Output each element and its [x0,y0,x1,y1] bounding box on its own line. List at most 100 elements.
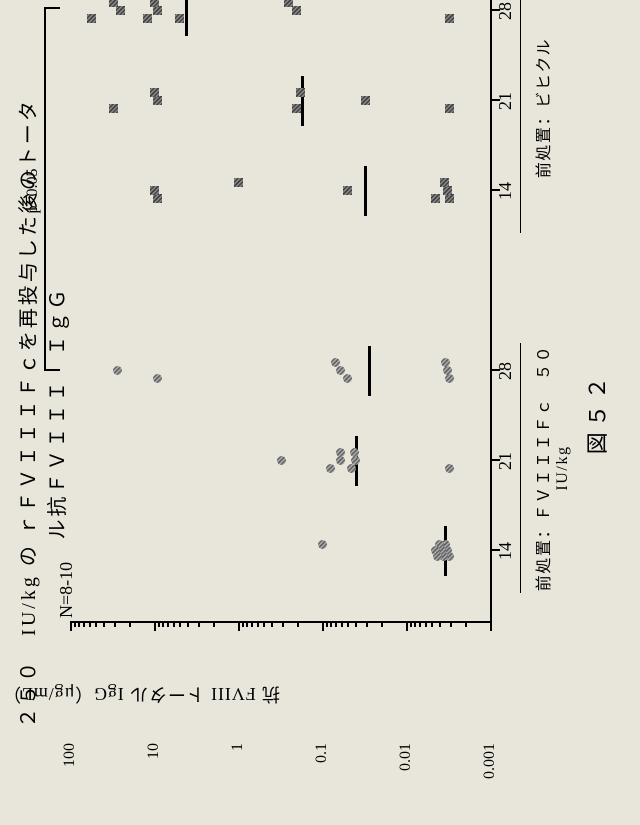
x-tick-label: 14 [495,536,516,566]
y-minor-tick [78,621,80,627]
point-treated [277,456,286,465]
y-minor-tick [167,621,169,627]
y-axis-title: 抗 FVIII トータル IgG（μg/mL） [2,682,280,708]
median-line [368,346,371,396]
point-vehicle [234,178,243,187]
point-treated [331,358,340,367]
point-treated [343,374,352,383]
point-treated [336,448,345,457]
y-minor-tick [335,621,337,627]
y-minor-tick [89,621,91,627]
y-minor-tick [242,621,244,627]
point-vehicle [292,104,301,113]
y-tick-label: 10 [145,743,163,803]
group-label-vehicle: 前処置：ビヒクル [530,0,554,233]
y-minor-tick [198,621,200,627]
y-minor-tick [114,621,116,627]
point-vehicle [445,104,454,113]
y-minor-tick [465,621,467,627]
y-minor-tick [162,621,164,627]
point-vehicle [150,88,159,97]
y-minor-tick [355,621,357,627]
y-minor-tick [213,621,215,627]
y-minor-tick [251,621,253,627]
point-treated [113,366,122,375]
y-minor-tick [246,621,248,627]
rotated-canvas: ２５０ IU/kg の ｒＦＶＩＩＩＦｃを再投与した後のトータル抗ＦＶＩＩＩ Ｉ… [0,93,640,733]
point-vehicle [150,186,159,195]
point-vehicle [150,0,159,7]
y-tick-label: 0.001 [481,743,499,803]
point-vehicle [361,96,370,105]
median-line [185,0,188,36]
y-minor-tick [381,621,383,627]
y-minor-tick [173,621,175,627]
y-minor-tick [431,621,433,627]
x-tick-label: 28 [495,356,516,386]
point-treated [443,366,452,375]
group-underline [520,0,521,233]
y-minor-tick [341,621,343,627]
point-treated [336,366,345,375]
y-tick [154,621,156,631]
x-tick-label: 21 [495,446,516,476]
point-vehicle [143,14,152,23]
x-tick-label: 14 [495,176,516,206]
group-label-treated: 前処置：ＦＶＩＩＩＦｃ ５０ IU/kg [530,343,572,593]
y-minor-tick [282,621,284,627]
point-treated [336,456,345,465]
y-minor-tick [330,621,332,627]
y-tick-label: 100 [61,743,79,803]
point-treated [445,374,454,383]
point-vehicle [109,0,118,7]
y-minor-tick [187,621,189,627]
y-minor-tick [297,621,299,627]
figure-wrap: ２５０ IU/kg の ｒＦＶＩＩＩＦｃを再投与した後のトータル抗ＦＶＩＩＩ Ｉ… [0,0,640,825]
point-treated [350,448,359,457]
y-minor-tick [326,621,328,627]
y-tick-label: 1 [229,743,247,803]
y-tick [70,621,72,631]
point-vehicle [175,14,184,23]
y-tick [406,621,408,631]
x-tick-label: 28 [495,0,516,26]
x-tick-label: 21 [495,86,516,116]
y-tick [490,621,492,631]
p-label: p<0.05 [24,161,42,221]
y-minor-tick [83,621,85,627]
y-minor-tick [419,621,421,627]
point-vehicle [109,104,118,113]
point-vehicle [87,14,96,23]
y-tick-label: 0.01 [397,743,415,803]
median-line [301,76,304,126]
y-minor-tick [179,621,181,627]
y-tick [322,621,324,631]
y-minor-tick [271,621,273,627]
plot-area: 142128142128p<0.05 [70,0,492,623]
y-minor-tick [414,621,416,627]
p-bracket [44,7,60,371]
y-minor-tick [425,621,427,627]
point-treated [318,540,327,549]
median-line [364,166,367,216]
y-minor-tick [74,621,76,627]
point-vehicle [445,14,454,23]
figure-number: 図５２ [580,93,612,733]
point-vehicle [284,0,293,7]
y-minor-tick [439,621,441,627]
y-minor-tick [103,621,105,627]
point-treated [445,464,454,473]
y-minor-tick [129,621,131,627]
y-minor-tick [410,621,412,627]
group-underline [520,343,521,593]
y-tick-label: 0.1 [313,743,331,803]
y-minor-tick [158,621,160,627]
y-minor-tick [366,621,368,627]
y-minor-tick [347,621,349,627]
point-treated [326,464,335,473]
point-vehicle [431,194,440,203]
point-treated [347,464,356,473]
point-treated [441,358,450,367]
y-minor-tick [263,621,265,627]
point-vehicle [292,6,301,15]
